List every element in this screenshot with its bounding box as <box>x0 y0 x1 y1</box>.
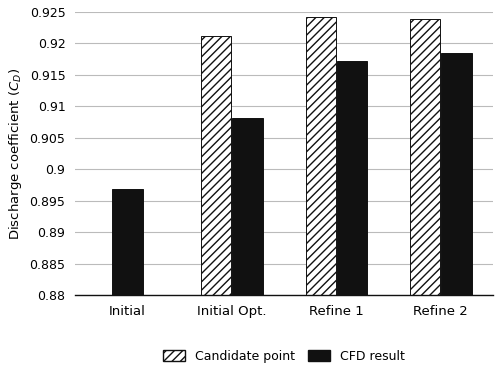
Bar <box>232 118 263 295</box>
Bar <box>442 53 472 295</box>
Bar <box>201 36 232 295</box>
Legend: Candidate point, CFD result: Candidate point, CFD result <box>158 345 410 368</box>
Bar <box>112 189 142 295</box>
Bar <box>410 20 440 295</box>
Y-axis label: Discharge coefficient ($C_D$): Discharge coefficient ($C_D$) <box>7 67 24 240</box>
Bar <box>306 17 336 295</box>
Bar <box>337 61 367 295</box>
